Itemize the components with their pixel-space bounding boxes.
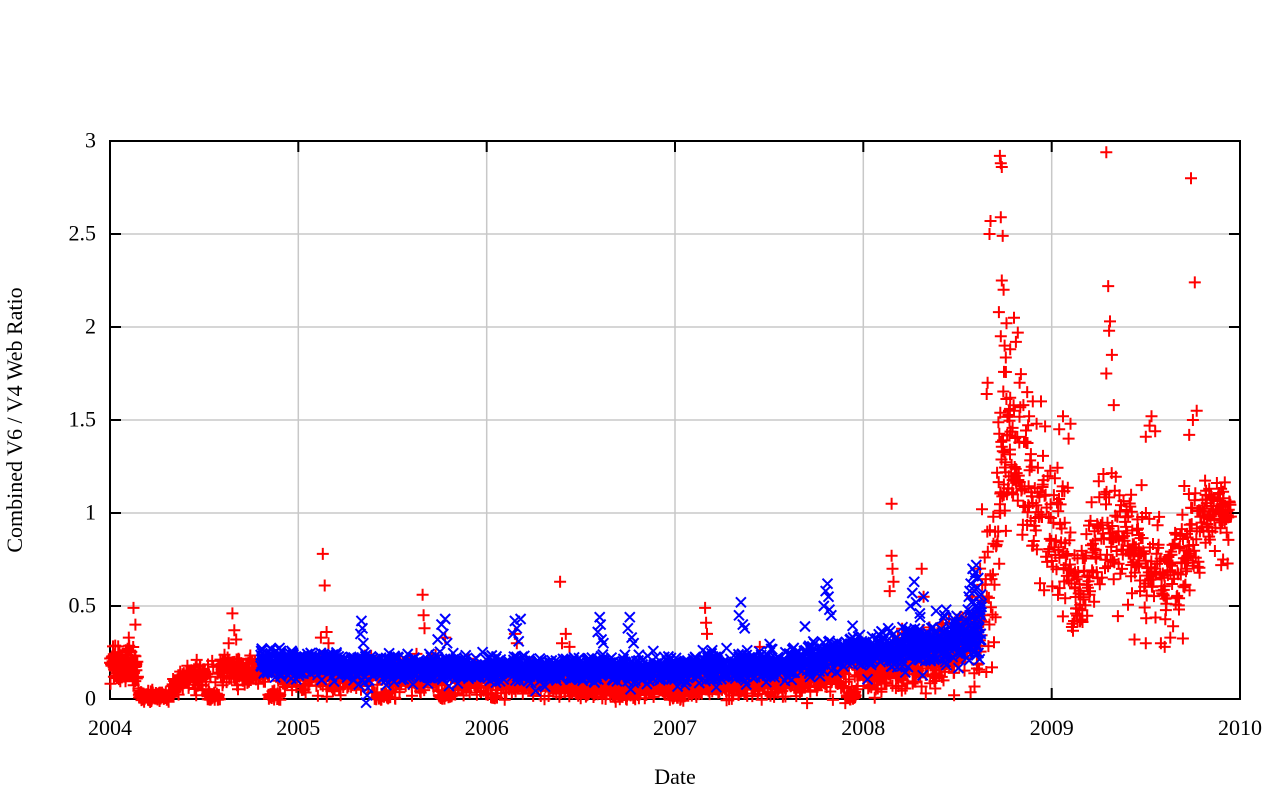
svg-text:2: 2 <box>85 314 96 339</box>
svg-text:2008: 2008 <box>841 715 885 740</box>
svg-text:2009: 2009 <box>1030 715 1074 740</box>
svg-text:2005: 2005 <box>276 715 320 740</box>
svg-text:0: 0 <box>85 686 96 711</box>
svg-text:3: 3 <box>85 128 96 153</box>
svg-text:2006: 2006 <box>465 715 509 740</box>
svg-text:0.5: 0.5 <box>69 593 97 618</box>
svg-text:Date: Date <box>654 764 696 789</box>
svg-text:1: 1 <box>85 500 96 525</box>
svg-text:2010: 2010 <box>1218 715 1262 740</box>
svg-text:2007: 2007 <box>653 715 697 740</box>
svg-text:Combined V6 / V4 Web Ratio: Combined V6 / V4 Web Ratio <box>2 287 27 552</box>
svg-text:2.5: 2.5 <box>69 221 97 246</box>
svg-text:2004: 2004 <box>88 715 132 740</box>
svg-text:1.5: 1.5 <box>69 407 97 432</box>
